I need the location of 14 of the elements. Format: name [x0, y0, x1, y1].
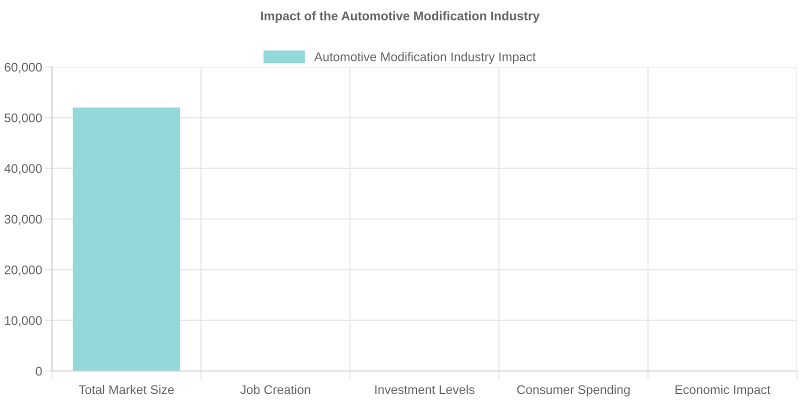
chart-title: Impact of the Automotive Modification Industry — [261, 11, 540, 23]
y-tick-label: 10,000 — [5, 316, 42, 326]
y-tick-label: 0 — [36, 366, 42, 376]
legend-label: Automotive Modification Industry Impact — [314, 52, 536, 64]
y-tick-label: 50,000 — [4, 113, 42, 124]
y-tick-label: 40,000 — [4, 164, 42, 174]
y-tick-label: 30,000 — [4, 214, 42, 226]
x-tick-label: Investment Levels — [375, 384, 474, 394]
x-tick-label: Total Market Size — [78, 384, 174, 394]
x-tick-label: Economic Impact — [676, 384, 770, 397]
y-tick-label: 20,000 — [4, 265, 42, 276]
x-tick-label: Job Creation — [240, 384, 310, 394]
y-tick-label: 60,000 — [4, 62, 42, 74]
x-tick-label: Consumer Spending — [517, 384, 630, 397]
